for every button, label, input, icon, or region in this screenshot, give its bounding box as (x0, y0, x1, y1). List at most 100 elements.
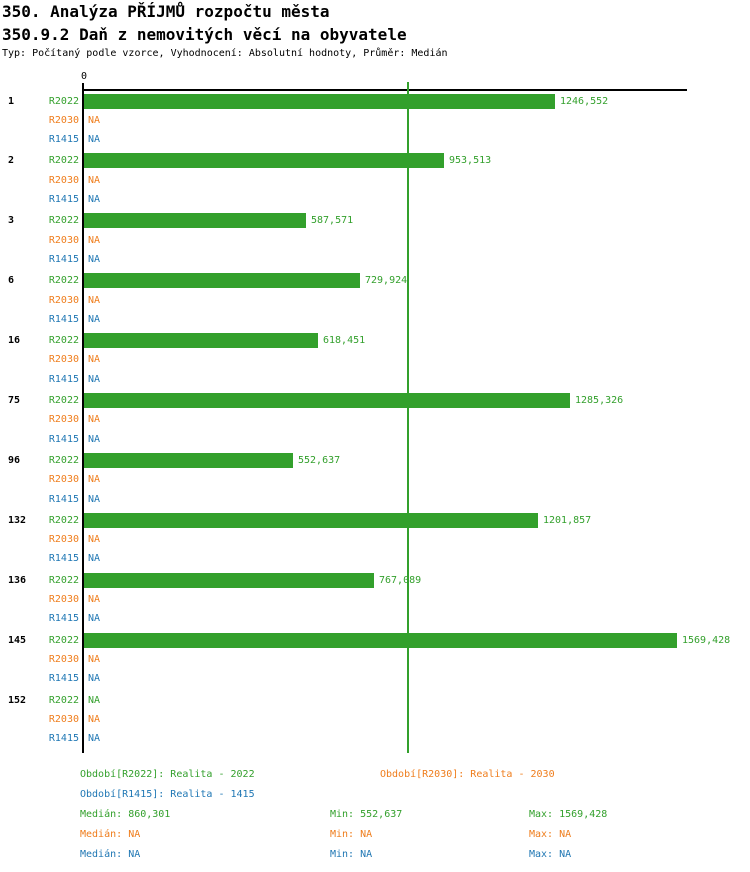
stat-min-r1415: Min: NA (330, 849, 373, 860)
series-label: R2030 (48, 414, 79, 426)
na-label: NA (88, 134, 101, 146)
stat-max-r2022: Max: 1569,428 (529, 809, 608, 820)
legend-series-r2022: Období[R2022]: Realita - 2022 (80, 769, 255, 780)
na-label: NA (88, 613, 101, 625)
na-label: NA (88, 594, 101, 605)
bar-value-label: 587,571 (311, 215, 354, 227)
na-label: NA (88, 493, 101, 505)
bar-value-label: 1201,857 (543, 514, 592, 526)
group-label: 75 (8, 395, 21, 406)
na-label: NA (88, 733, 101, 745)
legend-series-r2030: Období[R2030]: Realita - 2030 (380, 769, 555, 780)
group-label: 1 (8, 95, 15, 107)
group-label: 16 (8, 335, 21, 347)
bar (84, 273, 360, 289)
group-label: 96 (8, 454, 21, 466)
group-label: 6 (8, 275, 15, 287)
series-label: R2030 (48, 594, 79, 605)
na-label: NA (88, 694, 101, 706)
series-label: R2030 (48, 653, 79, 665)
series-label: R2030 (48, 534, 79, 546)
chart-subtitle: Typ: Počítaný podle vzorce, Vyhodnocení:… (2, 48, 448, 59)
series-label: R2022 (48, 574, 79, 586)
bar (84, 333, 318, 349)
series-label: R1415 (48, 373, 79, 385)
bar-value-label: 953,513 (449, 155, 492, 167)
series-label: R1415 (48, 613, 79, 625)
series-label: R1415 (48, 134, 79, 146)
series-label: R2030 (48, 234, 79, 246)
median-line (407, 82, 409, 753)
x-axis-zero-label: 0 (80, 71, 88, 82)
group-label: 3 (8, 215, 15, 227)
bar (84, 572, 374, 588)
series-label: R2022 (48, 395, 79, 406)
series-label: R2030 (48, 713, 79, 725)
na-label: NA (88, 234, 101, 246)
bar-value-label: 767,089 (379, 574, 422, 586)
na-label: NA (88, 313, 101, 325)
series-label: R2022 (48, 335, 79, 347)
group-label: 145 (8, 634, 27, 646)
series-label: R1415 (48, 194, 79, 205)
bar-value-label: 1285,326 (575, 395, 624, 406)
series-label: R1415 (48, 493, 79, 505)
na-label: NA (88, 114, 101, 126)
bar (84, 632, 677, 648)
chart-title: 350.9.2 Daň z nemovitých věcí na obyvate… (2, 25, 407, 44)
group-label: 152 (8, 694, 27, 706)
x-axis-line (82, 89, 687, 91)
group-label: 132 (8, 514, 27, 526)
na-label: NA (88, 174, 101, 186)
series-label: R2030 (48, 474, 79, 486)
stat-min-r2022: Min: 552,637 (330, 809, 403, 820)
na-label: NA (88, 474, 101, 486)
na-label: NA (88, 294, 101, 306)
legend-series-r1415: Období[R1415]: Realita - 1415 (80, 789, 255, 800)
na-label: NA (88, 433, 101, 445)
series-label: R2022 (48, 454, 79, 466)
bar-value-label: 618,451 (323, 335, 366, 347)
na-label: NA (88, 553, 101, 565)
na-label: NA (88, 653, 101, 665)
stat-median-r2030: Medián: NA (80, 829, 141, 840)
series-label: R2022 (48, 514, 79, 526)
na-label: NA (88, 673, 101, 685)
bar (84, 393, 570, 408)
series-label: R2030 (48, 294, 79, 306)
bar (84, 153, 444, 169)
group-label: 136 (8, 574, 27, 586)
na-label: NA (88, 414, 101, 426)
na-label: NA (88, 373, 101, 385)
series-label: R1415 (48, 553, 79, 565)
series-label: R1415 (48, 733, 79, 745)
y-axis-line (82, 83, 84, 753)
series-label: R2030 (48, 114, 79, 126)
bar-value-label: 1246,552 (560, 95, 609, 107)
bar (84, 213, 306, 229)
na-label: NA (88, 253, 101, 265)
stat-median-r1415: Medián: NA (80, 849, 141, 860)
na-label: NA (88, 194, 101, 205)
bar (84, 512, 538, 528)
na-label: NA (88, 713, 101, 725)
bar-value-label: 1569,428 (682, 634, 731, 646)
stat-max-r1415: Max: NA (529, 849, 572, 860)
series-label: R2022 (48, 634, 79, 646)
series-label: R2030 (48, 354, 79, 366)
series-label: R1415 (48, 313, 79, 325)
stat-median-r2022: Medián: 860,301 (80, 809, 171, 820)
bar (84, 93, 555, 109)
series-label: R2030 (48, 174, 79, 186)
stat-min-r2030: Min: NA (330, 829, 373, 840)
bar-value-label: 552,637 (298, 454, 341, 466)
report-title: 350. Analýza PŘÍJMŮ rozpočtu města (2, 2, 330, 21)
na-label: NA (88, 534, 101, 546)
bar-chart: 0 1 R2022 1246,552 R2030 NA R1415 NA 2 R2022 953,5… (8, 71, 731, 753)
series-label: R2022 (48, 694, 79, 706)
series-label: R1415 (48, 673, 79, 685)
bar (84, 452, 293, 468)
series-label: R1415 (48, 433, 79, 445)
series-label: R2022 (48, 95, 79, 107)
